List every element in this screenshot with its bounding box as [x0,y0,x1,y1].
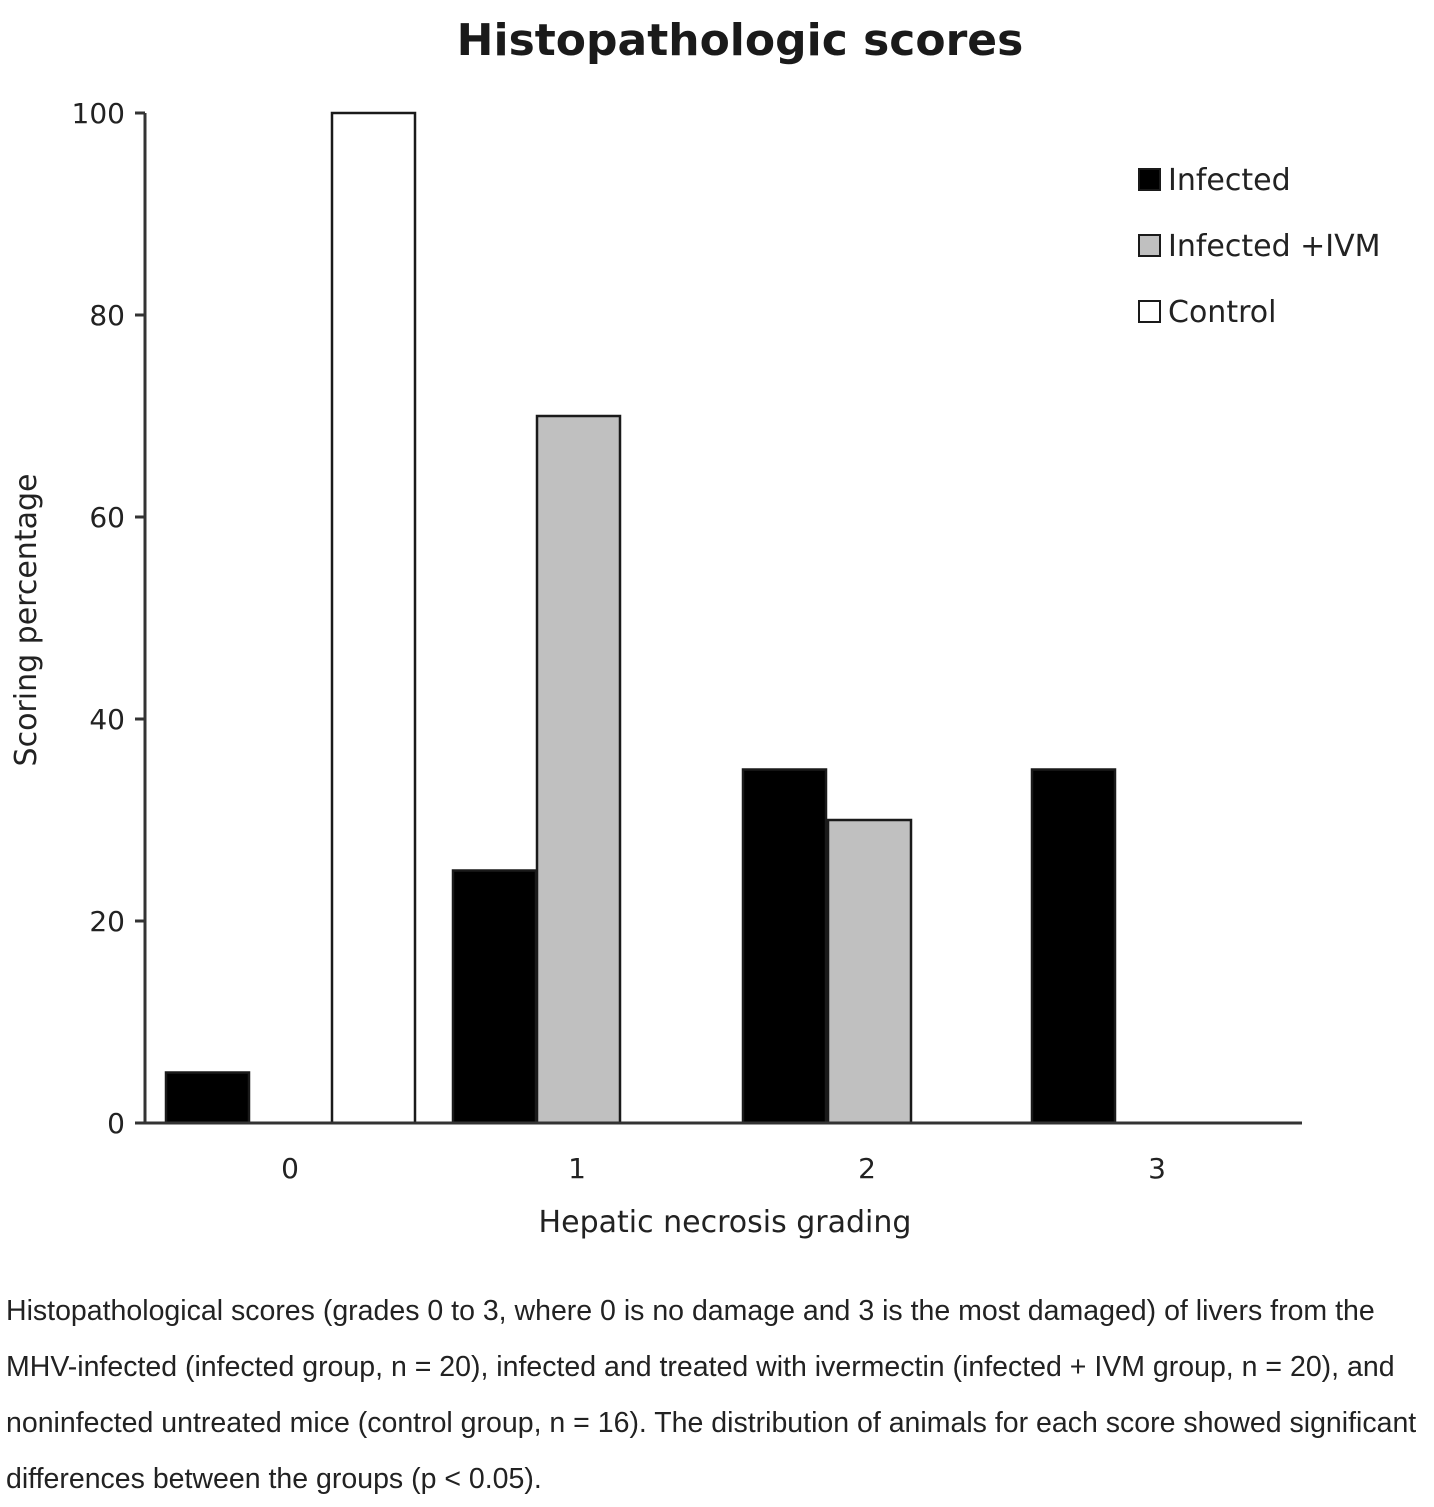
figure-caption: Histopathological scores (grades 0 to 3,… [6,1295,1417,1495]
x-tick-label: 3 [1148,1152,1166,1185]
bar-infected-grade-0 [164,1071,251,1125]
x-tick-label: 2 [858,1152,876,1185]
y-tick-label: 80 [89,299,125,332]
plot-area [164,111,1117,1125]
bar-infected-ivm-grade-2 [826,818,913,1125]
bar-chart: Histopathologic scores 0 20 40 60 80 100 0 1 2 3… [9,15,1381,1240]
legend-label: Control [1168,295,1276,330]
y-tick-label: 100 [72,97,125,130]
x-tick-label: 0 [281,1152,299,1185]
y-tick-label: 20 [89,905,125,938]
x-axis: 0 1 2 3 [145,1121,1302,1185]
chart-title: Histopathologic scores [457,15,1024,66]
bar-infected-grade-1 [451,869,538,1125]
y-axis-label: Scoring percentage [9,474,44,767]
legend-swatch [1138,234,1161,257]
legend: Infected Infected +IVM Control [1138,163,1381,330]
bar-infected-grade-3 [1030,768,1117,1125]
legend-label: Infected [1168,163,1291,198]
x-tick-label: 1 [568,1152,586,1185]
x-axis-label: Hepatic necrosis grading [539,1205,912,1240]
y-axis: 0 20 40 60 80 100 [72,97,147,1140]
legend-label: Infected +IVM [1168,229,1381,264]
bar-control-grade-0 [330,111,417,1125]
legend-swatch [1138,300,1161,323]
y-tick-label: 40 [89,703,125,736]
bar-infected-grade-2 [741,768,828,1125]
y-tick-label: 60 [89,501,125,534]
bar-infected-ivm-grade-1 [535,414,622,1125]
y-tick-label: 0 [107,1107,125,1140]
legend-swatch [1138,168,1161,191]
